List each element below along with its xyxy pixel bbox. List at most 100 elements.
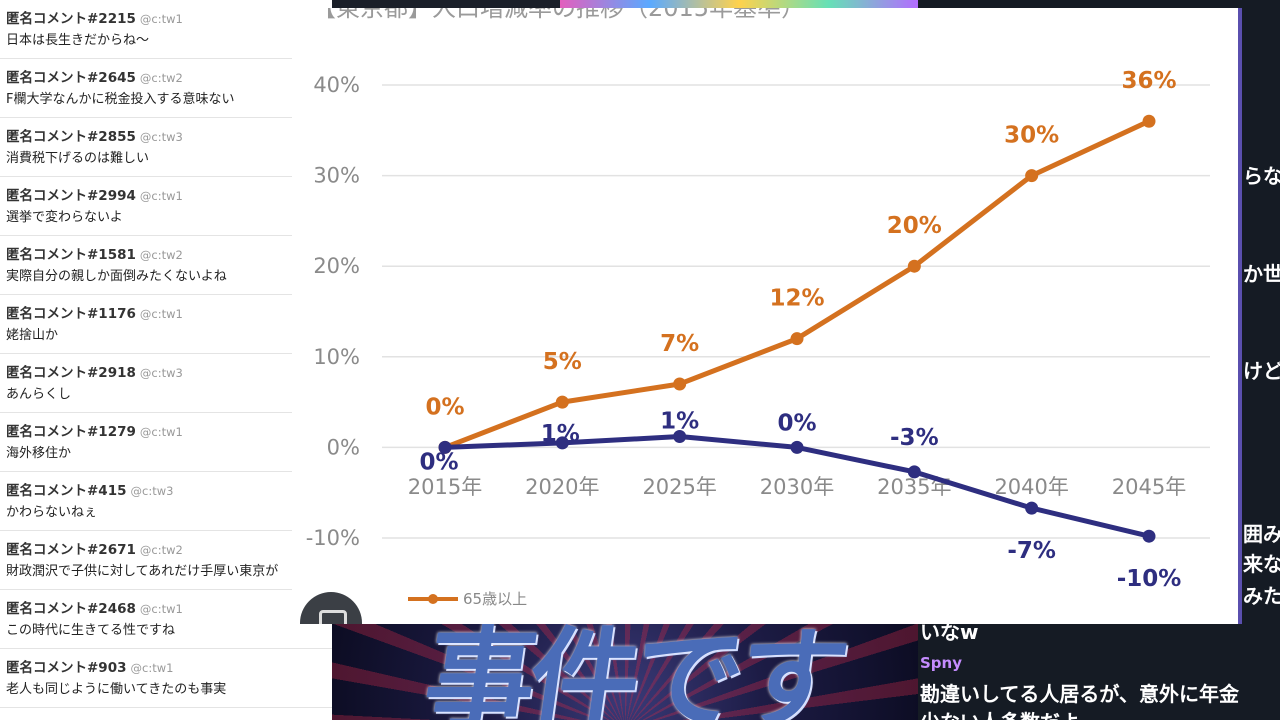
stream-banner-strip [560, 0, 918, 10]
comment-text: F欄大学なんかに税金投入する意味ない [6, 92, 235, 107]
data-label: 36% [1121, 68, 1176, 94]
comment-text: あんらくし [6, 387, 72, 402]
data-point [1142, 114, 1156, 128]
chat-fragment: か世 [1243, 262, 1280, 286]
y-tick-label: 20% [313, 254, 360, 278]
comment-item: 匿名コメント#2671 @c:tw2 財政潤沢で子供に対してあれだけ手厚い東京が [0, 531, 332, 590]
data-point [1025, 169, 1039, 183]
chat-fragment: 来な [1243, 552, 1280, 576]
data-label: -3% [890, 425, 939, 451]
comment-source-id: @c:tw1 [139, 12, 183, 26]
data-label: 12% [769, 286, 824, 312]
comment-header: 匿名コメント#2918 @c:tw3 [6, 354, 332, 384]
comment-author: 匿名コメント#1581 [6, 247, 136, 263]
comment-item: 匿名コメント#1176 @c:tw1 姥捨山か [0, 295, 332, 354]
legend-label: 65歳以上 [463, 590, 527, 608]
data-point [1025, 501, 1039, 515]
comment-text: 財政潤沢で子供に対してあれだけ手厚い東京が [6, 564, 279, 579]
comment-author: 匿名コメント#2918 [6, 365, 136, 381]
comment-header: 匿名コメント#2855 @c:tw3 [6, 118, 332, 148]
comment-header: 匿名コメント#2994 @c:tw1 [6, 177, 332, 207]
comment-text: 老人も同じように働いてきたのも事実 [6, 682, 227, 697]
comment-header: 匿名コメント#2671 @c:tw2 [6, 531, 332, 561]
comment-source-id: @c:tw3 [139, 130, 183, 144]
data-label: -10% [1117, 566, 1182, 592]
chat-username[interactable]: Spny [920, 654, 962, 672]
data-point [673, 377, 687, 391]
comment-panel: 匿名コメント#2215 @c:tw1 日本は長生きだからね〜 匿名コメント#2645 @… [0, 0, 332, 720]
comment-text: 実際自分の親しか面倒みたくないよね [6, 269, 227, 284]
comment-author: 匿名コメント#2645 [6, 70, 136, 86]
comment-header: 匿名コメント#2468 @c:tw1 [6, 590, 332, 620]
comment-item: 匿名コメント#2994 @c:tw1 選挙で変わらないよ [0, 177, 332, 236]
comment-source-id: @c:tw1 [139, 425, 183, 439]
stream-background: 事件です [332, 620, 918, 720]
comment-text: かわらないねぇ [6, 505, 98, 520]
legend-marker [428, 594, 438, 604]
data-point [555, 436, 569, 450]
y-tick-label: -10% [306, 526, 360, 550]
comment-source-id: @c:tw2 [139, 248, 183, 262]
comment-author: 匿名コメント#1279 [6, 424, 136, 440]
comment-item: 匿名コメント#415 @c:tw3 かわらないねぇ [0, 472, 332, 531]
comment-author: 匿名コメント#1176 [6, 306, 136, 322]
x-tick-label: 2040年 [994, 475, 1068, 499]
data-point [790, 440, 804, 454]
comment-source-id: @c:tw3 [130, 484, 174, 498]
screenshot-edge [1238, 8, 1242, 624]
camera-icon [319, 610, 347, 624]
comment-header: 匿名コメント#903 @c:tw1 [6, 649, 332, 679]
data-label: 5% [543, 349, 582, 375]
comment-header: 匿名コメント#415 @c:tw3 [6, 472, 332, 502]
comment-author: 匿名コメント#2671 [6, 542, 136, 558]
stream-rays [332, 620, 918, 720]
y-tick-label: 30% [313, 164, 360, 188]
comment-text: 選挙で変わらないよ [6, 210, 123, 225]
data-point [790, 332, 804, 346]
chat-message-continued: 少ない人多数だよ [920, 706, 1080, 720]
stream-logo: 事件です [416, 620, 851, 720]
chart-screenshot: 【東京都】人口増減率の推移（2015年基準） 40% 30% 20% 10% 0% -10… [292, 8, 1242, 624]
comment-item: 匿名コメント#1581 @c:tw2 実際自分の親しか面倒みたくないよね [0, 236, 332, 295]
comment-author: 匿名コメント#415 [6, 483, 127, 499]
data-label: 0% [777, 410, 816, 436]
data-label: 0% [425, 394, 464, 420]
comment-author: 匿名コメント#2994 [6, 188, 136, 204]
comment-text: 消費税下げるのは難しい [6, 151, 150, 166]
comment-item: 匿名コメント#903 @c:tw1 老人も同じように働いてきたのも事実 [0, 649, 332, 708]
comment-item: 匿名コメント#2855 @c:tw3 消費税下げるのは難しい [0, 118, 332, 177]
data-label: 1% [541, 421, 580, 447]
chat-fragment: いなw [920, 620, 979, 644]
line-chart: 【東京都】人口増減率の推移（2015年基準） 40% 30% 20% 10% 0% -10… [306, 8, 1210, 608]
data-label: 0% [419, 449, 458, 475]
data-point [907, 465, 921, 479]
data-label: 7% [660, 331, 699, 357]
y-tick-label: 40% [313, 73, 360, 97]
chart-title: 【東京都】人口増減率の推移（2015年基準） [312, 8, 805, 22]
data-point [1142, 529, 1156, 543]
x-tick-label: 2025年 [642, 475, 716, 499]
comment-source-id: @c:tw1 [139, 189, 183, 203]
data-point [438, 440, 452, 454]
chat-fragment: らな [1243, 164, 1280, 188]
x-tick-label: 2030年 [760, 475, 834, 499]
comment-header: 匿名コメント#2645 @c:tw2 [6, 59, 332, 89]
y-tick-label: 10% [313, 345, 360, 369]
comment-source-id: @c:tw2 [139, 71, 183, 85]
x-tick-label: 2020年 [525, 475, 599, 499]
comment-source-id: @c:tw1 [139, 307, 183, 321]
data-label: 1% [660, 409, 699, 435]
chat-fragment: 囲み [1243, 522, 1280, 546]
comment-item: 匿名コメント#2918 @c:tw3 あんらくし [0, 354, 332, 413]
comment-source-id: @c:tw1 [139, 602, 183, 616]
comment-author: 匿名コメント#2215 [6, 11, 136, 27]
comment-item: 匿名コメント#2215 @c:tw1 日本は長生きだからね〜 [0, 0, 332, 59]
comment-header: 匿名コメント#1279 @c:tw1 [6, 413, 332, 443]
comment-text: 日本は長生きだからね〜 [6, 33, 150, 48]
y-tick-label: 0% [327, 435, 360, 459]
chat-message: 勘違いしてる人居るが、意外に年金 [920, 682, 1239, 706]
comment-author: 匿名コメント#2855 [6, 129, 136, 145]
data-label: 20% [887, 213, 942, 239]
comment-item: 匿名コメント#2468 @c:tw1 この時代に生きてる性ですね [0, 590, 332, 649]
chat-fragment: けど [1243, 359, 1280, 383]
